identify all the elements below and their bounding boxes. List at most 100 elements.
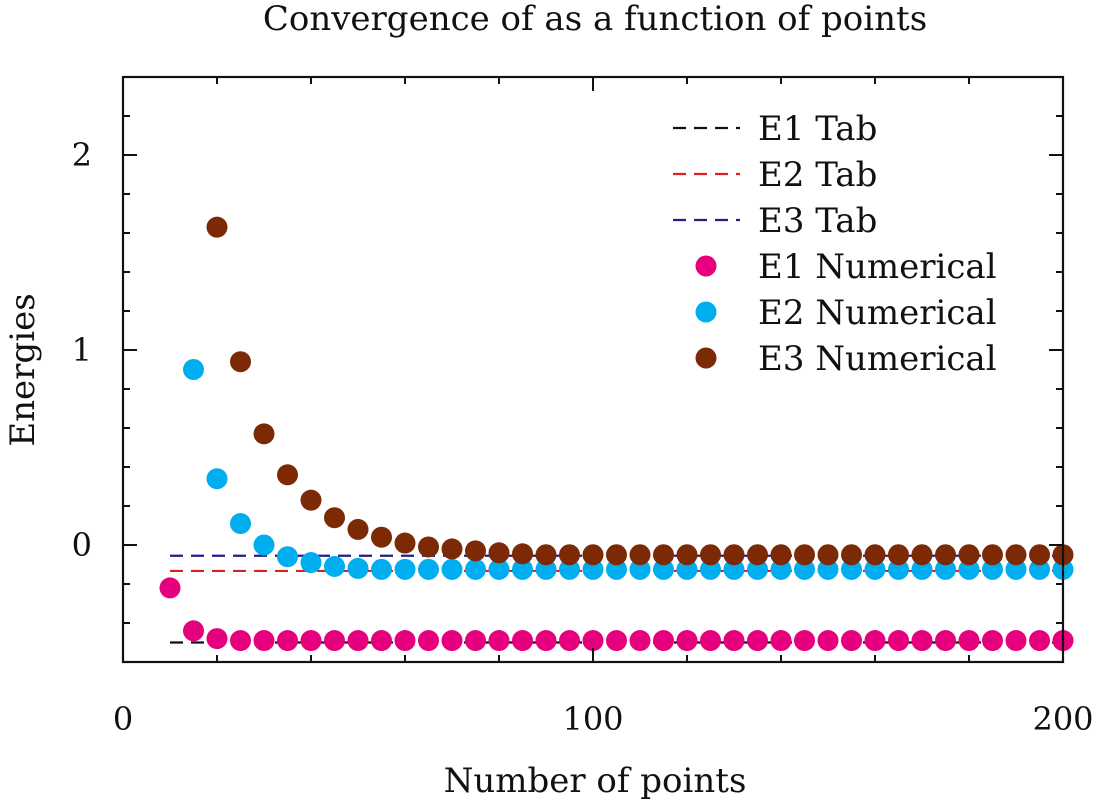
legend-entry-e2-tab: E2 Tab [673,155,877,195]
e1-numerical-point [1029,630,1050,652]
e2-numerical-point [653,558,674,580]
e1-numerical-point [230,630,251,652]
e3-numerical-point [747,544,768,566]
legend-label: E1 Tab [758,109,877,149]
e3-numerical-point [559,544,580,566]
e3-numerical-point [629,544,651,566]
e3-numerical-point [347,518,369,540]
e2-numerical-point [371,558,392,580]
e2-numerical-point [747,558,768,580]
e2-numerical-point [488,558,510,580]
e2-numerical-point [794,558,815,580]
e1-numerical-point [559,630,580,652]
e3-numerical-point [606,544,627,566]
e3-numerical-point [206,216,228,238]
x-tick-label: 200 [1032,700,1093,738]
e3-numerical-point [700,544,721,566]
y-tick-label: 1 [72,331,92,369]
chart-title: Convergence of as a function of points [263,0,927,39]
e2-numerical-point [817,558,839,580]
e2-numerical-point [700,558,721,580]
e3-numerical-point [864,544,886,566]
e1-numerical-point [183,620,204,642]
e3-numerical-point [512,543,533,565]
x-axis-label: Number of points [444,761,747,801]
e2-numerical-point [230,513,251,535]
e2-numerical-point [183,359,204,380]
e3-numerical-point [535,544,557,566]
e3-numerical-point [841,544,862,566]
e3-numerical-point [817,544,839,566]
e3-numerical-point [582,544,604,566]
e3-numerical-point [770,544,792,566]
e3-numerical-point [723,544,745,566]
e1-numerical-point [629,630,651,652]
e2-numerical-point [535,558,557,580]
legend-point-swatch [695,347,717,369]
legend-entry-e3-numerical: E3 Numerical [695,339,997,379]
legend-label: E2 Numerical [758,293,997,333]
e1-numerical-point [958,630,980,652]
e2-numerical-point [582,558,604,580]
e2-numerical-point [911,558,933,580]
e1-numerical-point [465,630,486,652]
x-tick-label: 0 [113,700,133,738]
e2-numerical-point [324,555,345,577]
e2-numerical-point [888,558,909,580]
e3-numerical-point [371,526,392,548]
e3-numerical-point [277,464,298,486]
e3-numerical-point [1005,544,1027,566]
e1-numerical-point [300,630,322,652]
y-axis-label: Energies [3,293,43,446]
plot-area [159,216,1074,652]
legend-label: E3 Tab [758,201,877,241]
e1-numerical-point [911,630,933,652]
legend-entry-e2-numerical: E2 Numerical [695,293,997,333]
legend-entry-e1-numerical: E1 Numerical [695,247,997,287]
legend-point-swatch [695,255,717,277]
e3-numerical-point [676,544,698,566]
e2-numerical-point [864,558,886,580]
e2-numerical-point [935,558,956,580]
legend: E1 Tab E2 Tab E3 Tab E1 Numerical E2 Numeric… [673,109,997,379]
e1-numerical-point [723,630,745,652]
e3-numerical-point [911,544,933,566]
legend-entry-e1-tab: E1 Tab [673,109,877,149]
e2-numerical-point [277,546,298,568]
e1-numerical-point [394,630,416,652]
e1-numerical-point [159,577,181,599]
e2-numerical-point [1029,558,1050,580]
legend-label: E3 Numerical [758,339,997,379]
e2-numerical-point [1005,558,1027,580]
e1-numerical-point [535,630,557,652]
e1-numerical-point [441,630,463,652]
e1-numerical-point [747,630,768,652]
e1-numerical-point [888,630,909,652]
e3-numerical-point [958,544,980,566]
e3-numerical-point [794,544,815,566]
e1-numerical-point [512,630,533,652]
e1-numerical-point [817,630,839,652]
e3-numerical-point [324,507,345,529]
e1-numerical-point [982,630,1003,652]
e1-numerical-point [371,630,392,652]
legend-label: E2 Tab [758,155,877,195]
e1-numerical-point [418,630,439,652]
legend-entry-e3-tab: E3 Tab [673,201,877,241]
e2-numerical-point [982,558,1003,580]
y-tick-label: 2 [72,136,92,174]
e1-numerical-point [770,630,792,652]
e1-numerical-point [794,630,815,652]
e3-numerical-point [488,542,510,564]
e2-numerical-point [676,558,698,580]
e1-numerical-point [277,630,298,652]
e2-numerical-point [347,557,369,579]
e2-numerical-point [441,558,463,580]
e2-numerical-point [512,558,533,580]
e2-numerical-point [300,552,322,574]
e2-numerical-point [629,558,651,580]
e2-numerical-point [606,558,627,580]
e2-numerical-point [723,558,745,580]
e1-numerical-point [1005,630,1027,652]
